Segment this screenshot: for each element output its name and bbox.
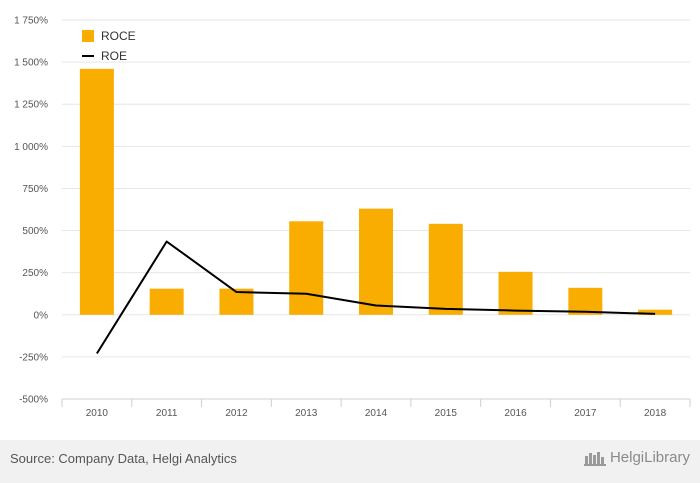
roce-roe-chart: -500% -250% 0% 250% 500% 750% 1 000% 1 250% 1 50… — [14, 16, 691, 419]
library-icon — [583, 451, 606, 466]
x-tick-label: 2010 — [86, 408, 109, 419]
x-tick-label: 2017 — [574, 408, 597, 419]
brand-logo-link[interactable]: HelgiLibrary — [583, 449, 690, 466]
legend-roce-swatch — [82, 30, 94, 42]
roce-bar — [79, 68, 114, 315]
x-tick-label: 2015 — [435, 408, 458, 419]
roce-bar — [568, 287, 603, 315]
x-tick-label: 2016 — [504, 408, 527, 419]
x-tick-label: 2012 — [225, 408, 248, 419]
y-tick-label: 1 500% — [14, 58, 48, 69]
x-tick-label: 2011 — [156, 408, 178, 419]
y-tick-label: -500% — [19, 395, 48, 406]
y-tick-label: 750% — [22, 184, 48, 195]
roe-line — [96, 240, 656, 355]
roce-bar — [289, 221, 324, 315]
source-note: Source: Company Data, Helgi Analytics — [10, 451, 237, 466]
x-tick-label: 2013 — [295, 408, 318, 419]
y-tick-label: 1 750% — [14, 16, 48, 27]
footer-bar: Source: Company Data, Helgi Analytics He… — [0, 440, 700, 483]
y-tick-label: 250% — [22, 268, 48, 279]
roce-bar — [638, 309, 673, 315]
y-tick-label: -250% — [19, 352, 48, 363]
x-tick-label: 2018 — [644, 408, 667, 419]
y-tick-label: 1 250% — [14, 100, 48, 111]
legend-roe-label: ROE — [101, 49, 127, 63]
x-tick-label: 2014 — [365, 408, 388, 419]
roce-bar — [359, 208, 393, 315]
legend-roce-label: ROCE — [101, 29, 136, 43]
roce-bar — [428, 223, 463, 315]
roce-bar — [149, 288, 184, 315]
y-tick-label: 500% — [22, 226, 48, 237]
roce-bar — [498, 271, 533, 315]
chart-area: -500% -250% 0% 250% 500% 750% 1 000% 1 250% 1 50… — [14, 16, 691, 419]
y-tick-label: 1 000% — [14, 142, 48, 153]
y-tick-label: 0% — [34, 310, 49, 321]
brand-name: HelgiLibrary — [609, 449, 690, 466]
